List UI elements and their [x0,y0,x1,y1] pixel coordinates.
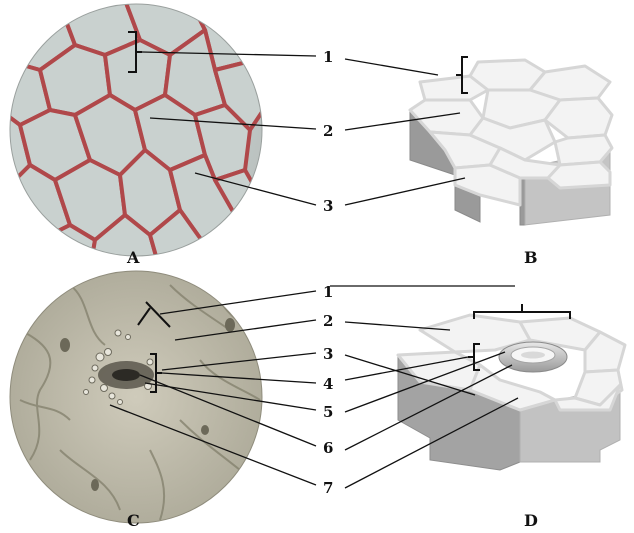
label-1-top: 1 [323,48,333,66]
leaders-top [128,31,468,206]
panel-label-c: C [127,511,140,530]
panel-label-b: B [524,248,538,267]
micrograph-c [9,270,263,524]
label-5-bottom: 5 [323,403,333,421]
model-d [396,313,627,471]
label-3-bottom: 3 [323,345,333,363]
label-2-bottom: 2 [323,312,333,330]
model-b [408,58,614,226]
panel-label-d: D [524,511,538,530]
panel-label-a: A [126,248,140,267]
panel-letters: A B C D [126,248,538,530]
leaders-bottom [109,285,571,489]
guard-cell-ring [498,341,568,373]
label-7-bottom: 7 [323,479,333,497]
labels-bottom: 1 2 3 4 5 6 7 [323,283,333,497]
label-3-top: 3 [323,197,333,215]
labels-top: 1 2 3 [323,48,333,215]
label-1-bottom: 1 [323,283,333,301]
label-6-bottom: 6 [323,439,333,457]
label-4-bottom: 4 [323,375,333,393]
label-2-top: 2 [323,122,333,140]
